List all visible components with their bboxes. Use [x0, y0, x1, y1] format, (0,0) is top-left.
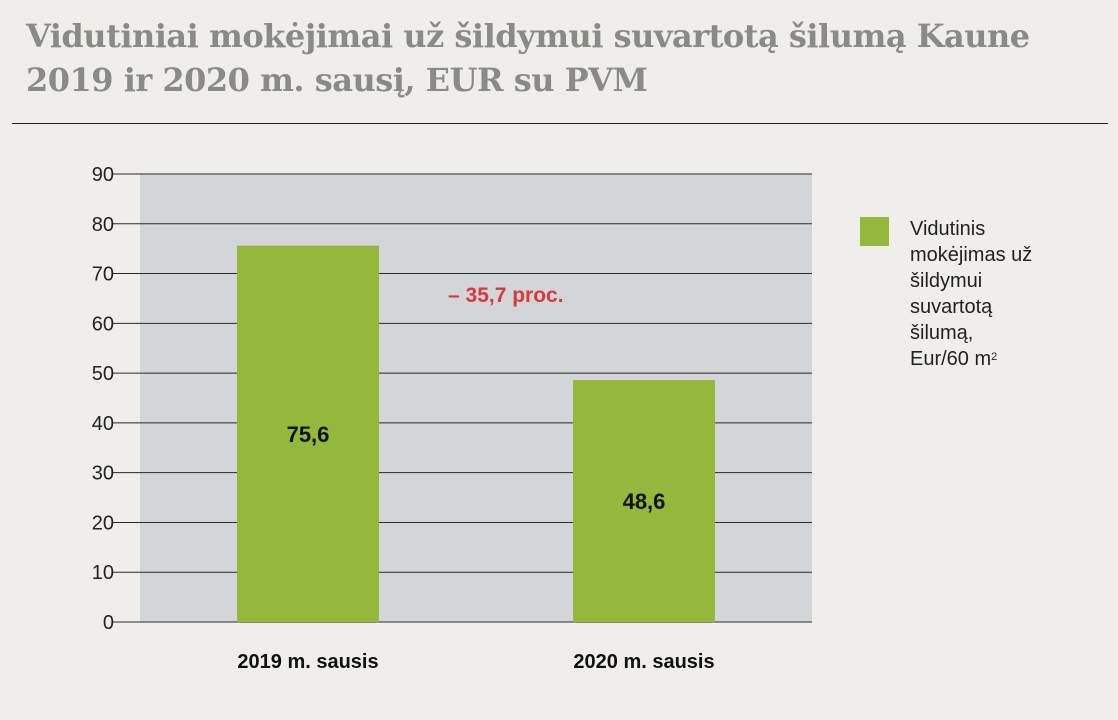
y-tick-label: 90: [92, 164, 114, 186]
x-category-label: 2019 m. sausis: [237, 651, 378, 673]
y-tick-label: 20: [92, 512, 114, 534]
y-tick-label: 60: [92, 313, 114, 335]
chart-title-line-1: Vidutiniai mokėjimai už šildymui suvarto…: [26, 17, 1030, 55]
chart-title-line-2: 2019 ir 2020 m. sausį, EUR su PVM: [26, 61, 648, 99]
y-tick-label: 30: [92, 463, 114, 485]
legend-line: šilumą,: [910, 322, 974, 344]
data-label: 48,6: [623, 489, 666, 514]
legend-unit-superscript: 2: [991, 351, 998, 363]
legend-line: suvartotą: [910, 296, 993, 318]
legend-label: Vidutinis mokėjimas už šildymui suvartot…: [910, 216, 1070, 372]
legend-unit: Eur/60 m: [910, 348, 992, 370]
title-divider: [12, 123, 1108, 124]
y-tick-label: 80: [92, 214, 114, 236]
bar: [237, 245, 379, 622]
legend-line: mokėjimas už: [910, 244, 1033, 266]
y-tick-label: 50: [92, 363, 114, 385]
y-tick-label: 0: [103, 612, 114, 634]
y-tick-label: 70: [92, 264, 114, 286]
bar: [573, 380, 715, 622]
legend-swatch: [860, 217, 889, 246]
change-annotation: – 35,7 proc.: [448, 284, 564, 307]
chart-title: Vidutiniai mokėjimai už šildymui suvarto…: [26, 14, 1106, 102]
x-category-label: 2020 m. sausis: [573, 651, 714, 673]
legend-line: šildymui: [910, 270, 983, 292]
y-tick-label: 40: [92, 413, 114, 435]
legend-line: Vidutinis: [910, 218, 986, 240]
legend-line: Eur/60 m2: [910, 346, 1070, 372]
y-tick-label: 10: [92, 562, 114, 584]
data-label: 75,6: [287, 422, 330, 447]
